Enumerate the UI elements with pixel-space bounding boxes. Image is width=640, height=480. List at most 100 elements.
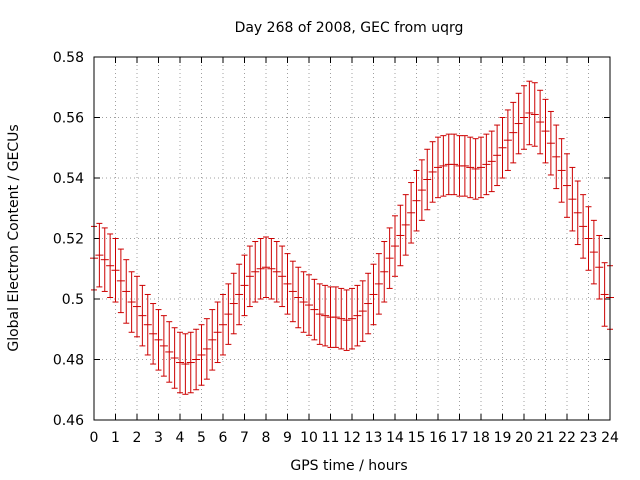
x-tick-label: 3 <box>154 430 163 446</box>
error-bar-point <box>288 260 297 323</box>
error-bar-point <box>272 241 281 303</box>
error-bar-point <box>407 182 416 244</box>
error-bar-point <box>159 315 168 377</box>
x-axis-ticks: 0 1 2 3 4 5 6 7 8 9 10 11 12 13 14 15 16 17 18 19 20 21 22 23 24 <box>90 57 619 446</box>
error-bar-point <box>385 227 394 289</box>
y-tick-label: 0.58 <box>53 50 84 66</box>
error-bar-point <box>563 153 571 218</box>
x-tick-label: 4 <box>176 430 185 446</box>
error-bars <box>90 80 614 395</box>
error-bar-point <box>219 293 227 356</box>
y-tick-label: 0.5 <box>62 292 84 308</box>
error-bar-point <box>331 286 340 348</box>
error-bar-point <box>460 135 469 197</box>
error-bar-point <box>417 159 426 221</box>
x-tick-label: 11 <box>322 430 340 446</box>
error-bar-point <box>106 233 115 298</box>
error-bar-point <box>498 117 507 179</box>
error-bar-point <box>487 130 496 193</box>
x-tick-label: 7 <box>240 430 249 446</box>
error-bar-point <box>170 327 179 389</box>
error-bar-point <box>557 138 566 203</box>
y-axis-ticks: 0.46 0.48 0.5 0.52 0.54 0.56 0.58 <box>53 50 610 429</box>
error-bar-point <box>412 169 421 232</box>
x-tick-label: 23 <box>580 430 598 446</box>
y-axis-title: Global Electron Content / GECUs <box>6 124 22 351</box>
grid-lines <box>94 57 610 420</box>
error-bar-point <box>111 238 120 303</box>
error-bar-point <box>369 263 378 326</box>
error-bar-point <box>520 85 528 150</box>
error-bar-point <box>466 136 475 199</box>
error-bar-point <box>546 110 555 176</box>
error-bar-point <box>315 283 324 345</box>
error-bar-point <box>471 138 480 200</box>
x-tick-label: 0 <box>90 430 99 446</box>
error-bar-point <box>267 238 276 300</box>
error-bar-point <box>337 287 346 350</box>
error-bar-point <box>579 194 588 259</box>
error-bar-point <box>525 80 534 146</box>
error-bar-point <box>509 101 518 164</box>
error-bar-point <box>299 271 308 333</box>
x-tick-label: 22 <box>558 430 576 446</box>
error-bar-point <box>353 284 362 347</box>
error-bar-point <box>95 222 104 288</box>
error-bar-point <box>100 227 109 292</box>
error-bar-point <box>321 284 330 347</box>
error-bar-point <box>423 148 432 211</box>
error-bar-point <box>552 124 561 190</box>
error-bar-point <box>380 241 389 303</box>
error-bar-point <box>342 289 351 351</box>
error-bar-point <box>229 272 238 335</box>
error-bar-point <box>536 89 545 155</box>
error-bar-point <box>192 328 201 391</box>
error-bar-point <box>138 284 147 347</box>
error-bar-point <box>305 274 313 336</box>
x-tick-label: 2 <box>133 430 142 446</box>
error-bar-point <box>428 141 437 203</box>
error-bar-point <box>541 98 550 164</box>
x-tick-label: 9 <box>283 430 292 446</box>
chart-title: Day 268 of 2008, GEC from uqrg <box>235 20 464 36</box>
error-bar-point <box>568 166 577 232</box>
error-bar-point <box>176 331 184 394</box>
error-bar-point <box>514 92 523 155</box>
error-bar-point <box>503 109 512 171</box>
x-tick-label: 1 <box>111 430 120 446</box>
x-axis-title: GPS time / hours <box>290 458 407 474</box>
error-bar-point <box>600 262 609 327</box>
error-bar-point <box>391 215 399 277</box>
error-bar-point <box>584 206 593 271</box>
error-bar-point <box>262 236 270 298</box>
x-tick-label: 15 <box>408 430 426 446</box>
error-bar-point <box>122 259 131 324</box>
error-bar-point <box>294 266 303 329</box>
x-tick-label: 14 <box>386 430 404 446</box>
y-tick-label: 0.48 <box>53 353 84 369</box>
y-tick-label: 0.56 <box>53 111 84 127</box>
error-bar-point <box>595 234 604 300</box>
error-bar-point <box>127 271 136 333</box>
error-bar-point <box>116 248 125 314</box>
error-bar-point <box>149 303 158 365</box>
error-bar-point <box>235 263 244 326</box>
error-bar-point <box>358 280 367 342</box>
error-bar-point <box>348 287 356 350</box>
error-bar-point <box>278 245 287 308</box>
x-tick-label: 20 <box>515 430 533 446</box>
error-bar-point <box>589 219 598 285</box>
x-tick-label: 19 <box>494 430 512 446</box>
x-tick-label: 12 <box>343 430 361 446</box>
error-bar-point <box>439 135 448 197</box>
error-bar-point <box>256 238 265 300</box>
error-bar-point <box>213 301 222 364</box>
error-bar-point <box>374 253 383 315</box>
error-bar-point <box>493 124 502 187</box>
x-tick-label: 8 <box>262 430 271 446</box>
x-tick-label: 21 <box>537 430 555 446</box>
error-bar-point <box>434 136 442 199</box>
error-bar-point <box>224 283 233 345</box>
error-bar-point <box>364 272 373 335</box>
